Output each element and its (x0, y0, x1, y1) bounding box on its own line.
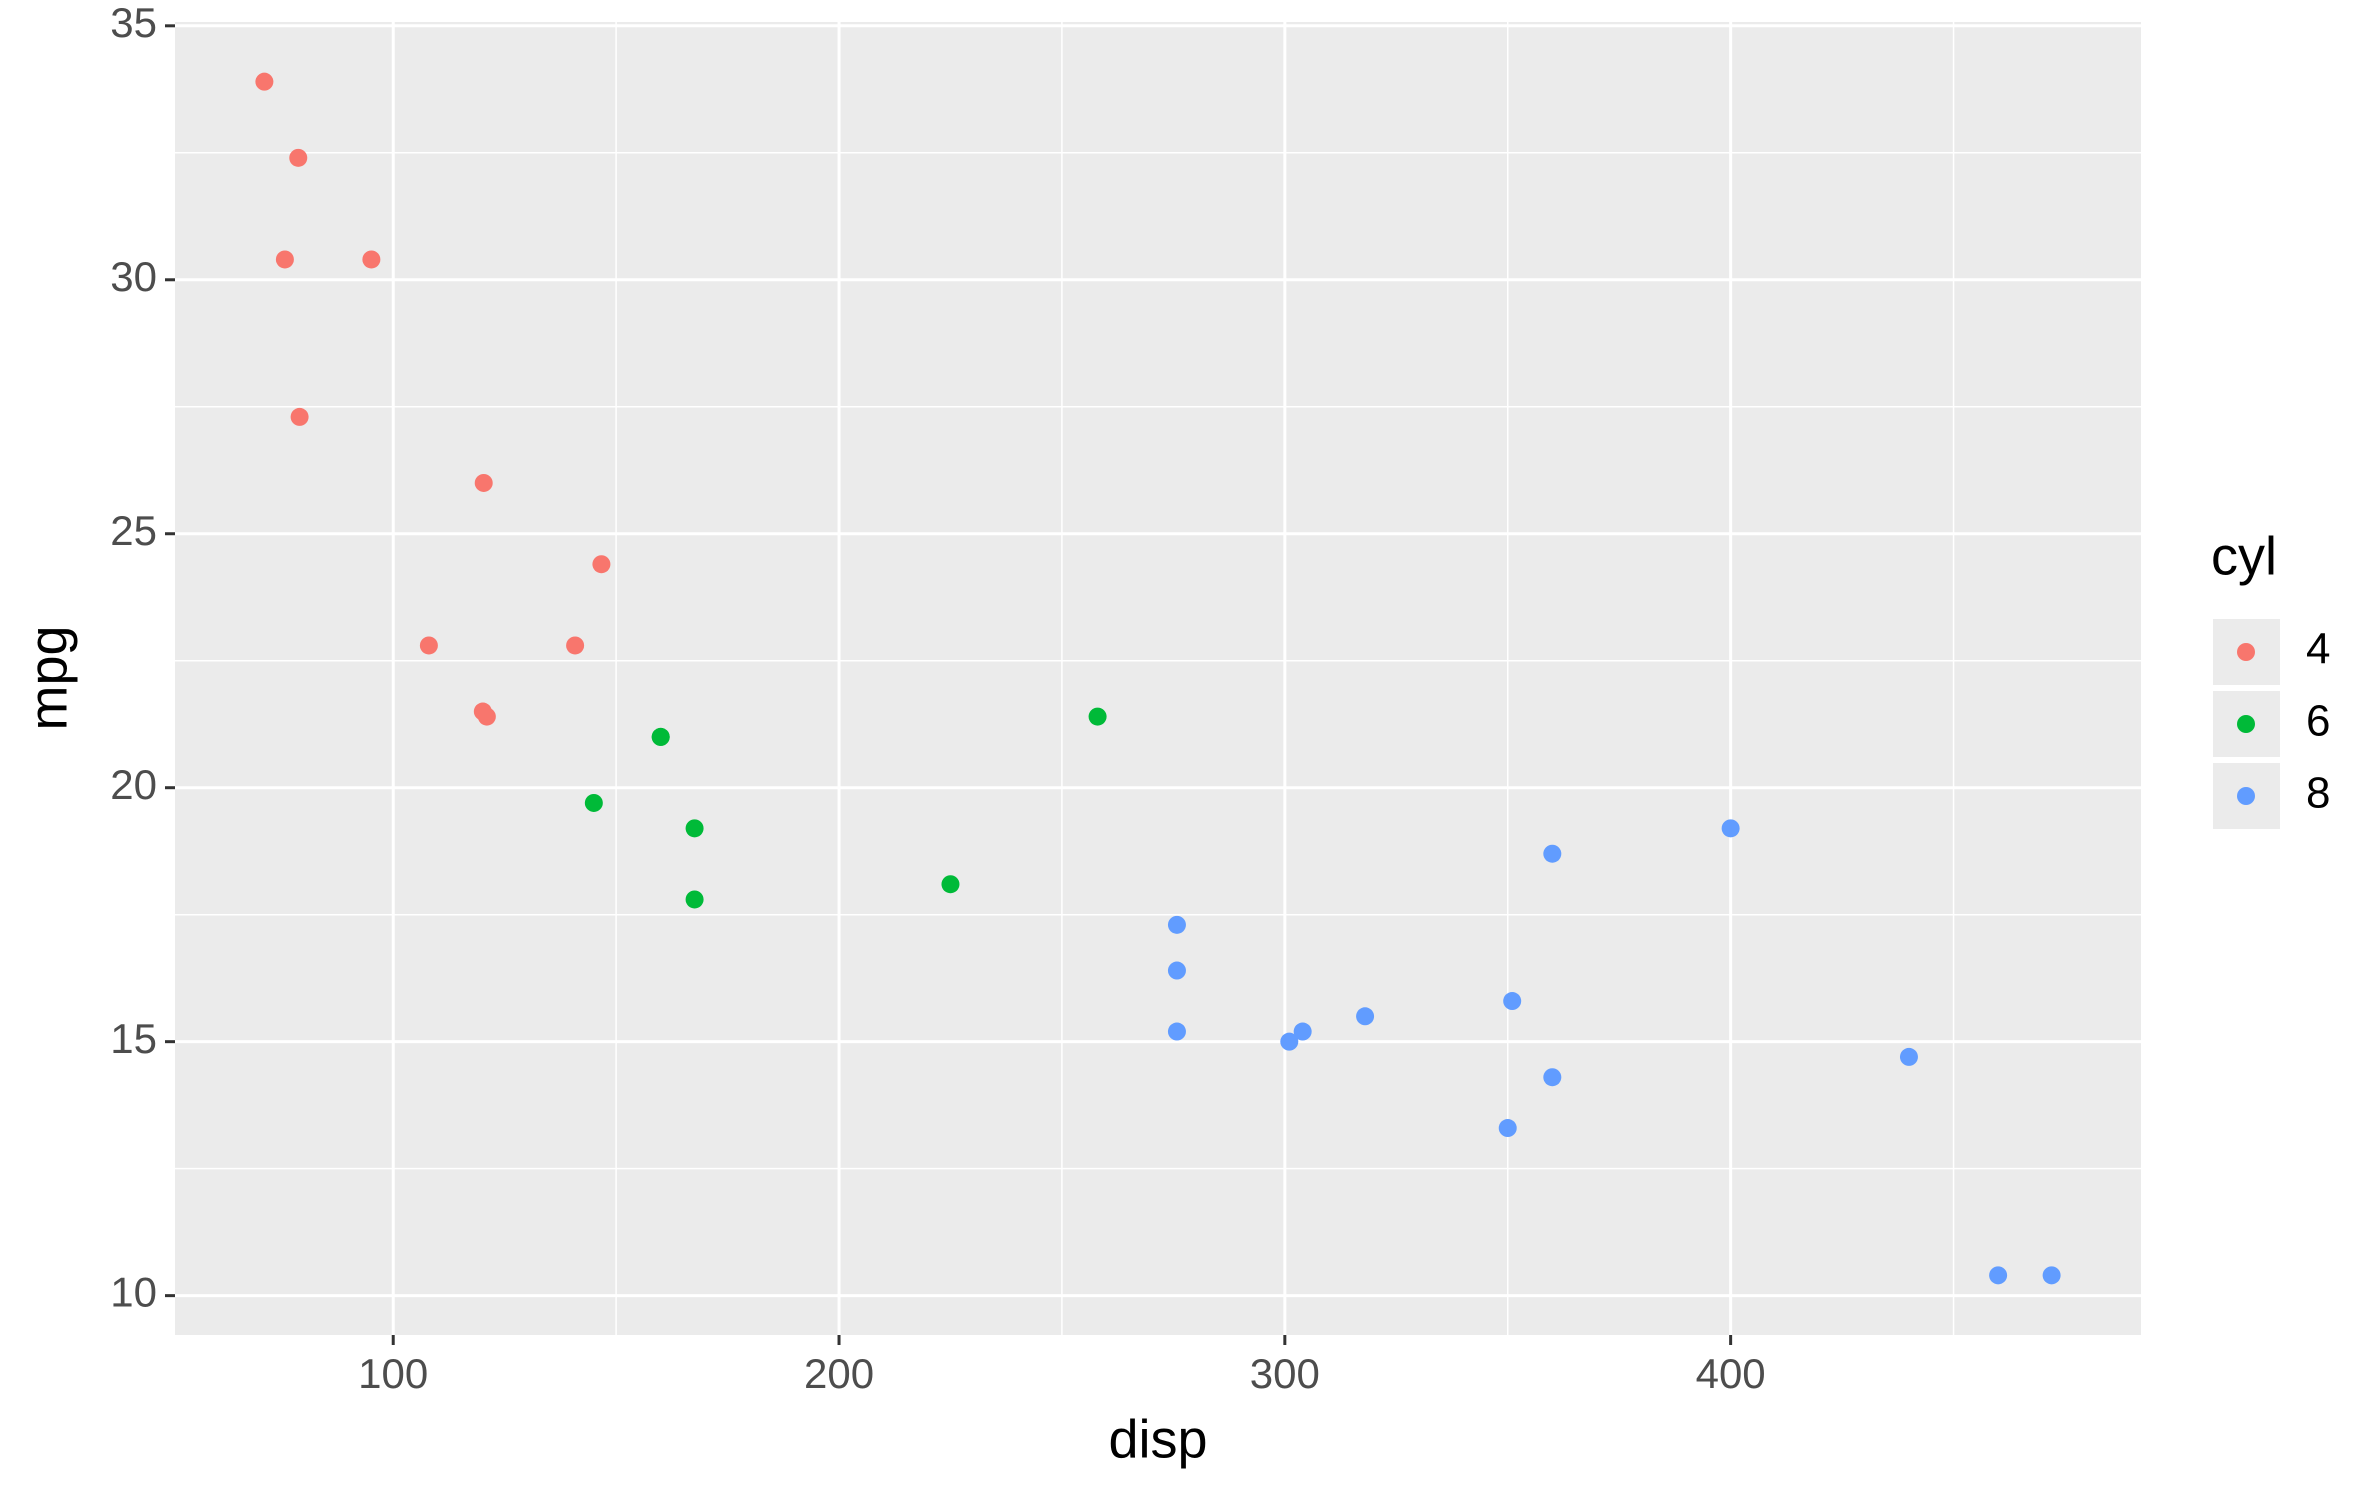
point (1989, 1266, 2008, 1285)
legend-marker (2237, 643, 2255, 661)
point (1356, 1007, 1375, 1026)
point (1167, 915, 1186, 934)
point (2042, 1266, 2061, 1285)
y-tick-label: 20 (110, 761, 157, 808)
point (362, 250, 381, 269)
point (685, 819, 704, 838)
x-axis-title: disp (1108, 1409, 1207, 1469)
point (419, 636, 438, 655)
point (1543, 1068, 1562, 1087)
point (1721, 819, 1740, 838)
point (1498, 1119, 1517, 1138)
point (1543, 844, 1562, 863)
point (584, 793, 603, 812)
point (685, 890, 704, 909)
point (1293, 1022, 1312, 1041)
point (941, 875, 960, 894)
point (1167, 961, 1186, 980)
y-axis-title: mpg (18, 625, 78, 730)
point (290, 407, 309, 426)
point (255, 72, 274, 91)
y-tick-label: 35 (110, 0, 157, 46)
point (1280, 1032, 1299, 1051)
point (474, 473, 493, 492)
x-tick-label: 200 (804, 1350, 874, 1397)
y-tick-label: 10 (110, 1269, 157, 1316)
legend-marker (2237, 787, 2255, 805)
point (289, 148, 308, 167)
point (566, 636, 585, 655)
panel-background (175, 22, 2141, 1335)
y-tick-label: 25 (110, 507, 157, 554)
point (592, 555, 611, 574)
x-tick-label: 100 (358, 1350, 428, 1397)
y-tick-label: 30 (110, 253, 157, 300)
point (651, 727, 670, 746)
legend-label: 4 (2306, 625, 2330, 674)
legend-label: 6 (2306, 697, 2330, 746)
legend-title: cyl (2211, 526, 2277, 586)
legend-label: 8 (2306, 769, 2330, 818)
point (1088, 707, 1107, 726)
point (1899, 1047, 1918, 1066)
point (275, 250, 294, 269)
y-tick-label: 15 (110, 1015, 157, 1062)
legend-marker (2237, 715, 2255, 733)
x-tick-label: 400 (1696, 1350, 1766, 1397)
point (1503, 992, 1522, 1011)
point (1167, 1022, 1186, 1041)
point (477, 707, 496, 726)
x-tick-label: 300 (1250, 1350, 1320, 1397)
